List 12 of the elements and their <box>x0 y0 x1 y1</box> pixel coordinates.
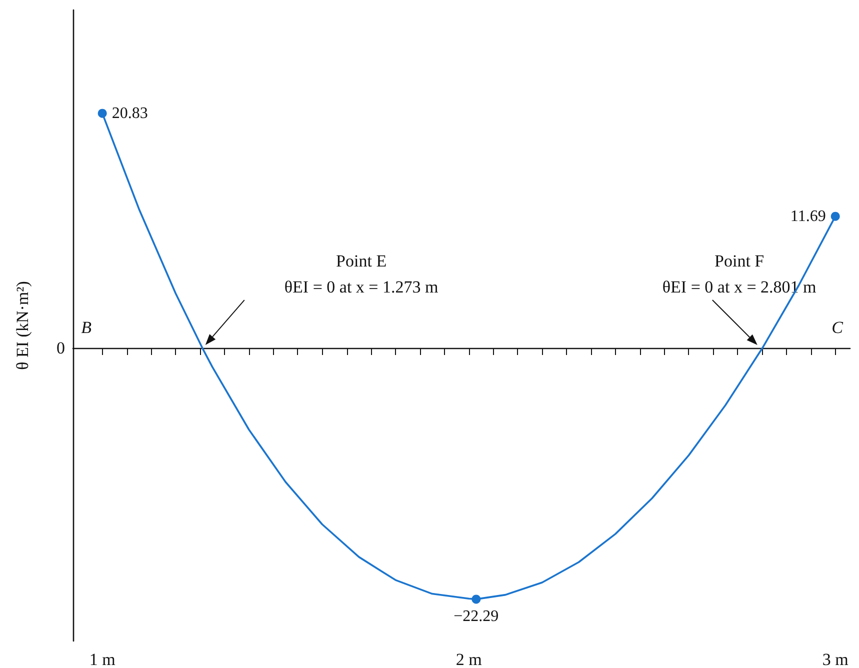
x-tick-label: 3 m <box>822 650 848 668</box>
y-axis-title: θ EI (kN·m²) <box>13 281 32 370</box>
x-tick-label: 1 m <box>89 650 116 668</box>
annotation: Point E θEI = 0 at x = 1.273 m <box>284 252 438 297</box>
text: 0 <box>56 338 65 358</box>
data-label: 11.69 <box>790 208 826 225</box>
data-label: −22.29 <box>454 608 499 626</box>
annotation: B <box>81 318 92 338</box>
annotation: C <box>832 318 844 338</box>
annotation: Point F θEI = 0 at x = 2.801 m <box>662 252 816 297</box>
x-tick-label: 2 m <box>456 650 482 668</box>
data-label: 20.83 <box>112 104 148 122</box>
